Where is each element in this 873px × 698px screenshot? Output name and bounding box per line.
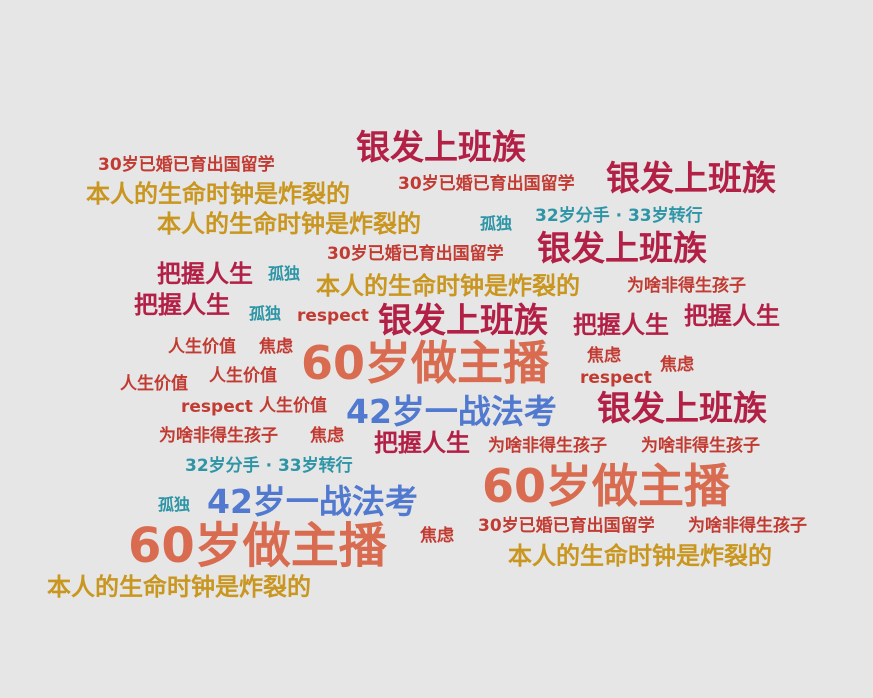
cloud-word-22: 焦虑 xyxy=(259,337,293,357)
cloud-word-43: 焦虑 xyxy=(420,526,454,546)
cloud-word-35: 把握人生 xyxy=(374,429,470,457)
cloud-word-24: 焦虑 xyxy=(587,346,621,366)
cloud-word-9: 30岁已婚已育出国留学 xyxy=(327,244,504,264)
cloud-word-44: 30岁已婚已育出国留学 xyxy=(478,516,655,536)
cloud-word-7: 孤独 xyxy=(480,214,513,233)
cloud-word-28: respect xyxy=(580,368,652,388)
cloud-word-11: 把握人生 xyxy=(157,260,253,288)
cloud-word-40: 孤独 xyxy=(158,495,191,514)
cloud-word-45: 为啥非得生孩子 xyxy=(688,516,807,536)
cloud-word-32: 银发上班族 xyxy=(597,389,767,429)
cloud-word-41: 42岁一战法考 xyxy=(207,482,418,521)
cloud-word-34: 焦虑 xyxy=(310,426,344,446)
cloud-word-2: 30岁已婚已育出国留学 xyxy=(98,155,275,175)
cloud-word-46: 本人的生命时钟是炸裂的 xyxy=(508,542,772,570)
cloud-word-38: 32岁分手 · 33岁转行 xyxy=(185,456,353,476)
cloud-word-37: 为啥非得生孩子 xyxy=(641,436,760,456)
cloud-word-13: 本人的生命时钟是炸裂的 xyxy=(316,272,580,300)
cloud-word-1: 银发上班族 xyxy=(356,128,526,168)
cloud-word-30: 人生价值 xyxy=(259,396,327,416)
cloud-word-27: 人生价值 xyxy=(209,366,277,386)
cloud-word-29: respect xyxy=(181,397,253,417)
cloud-word-18: 银发上班族 xyxy=(378,301,548,341)
cloud-word-4: 30岁已婚已育出国留学 xyxy=(398,174,575,194)
cloud-word-23: 60岁做主播 xyxy=(301,336,550,390)
cloud-word-17: respect xyxy=(297,306,369,326)
cloud-word-8: 32岁分手 · 33岁转行 xyxy=(535,206,703,226)
cloud-word-42: 60岁做主播 xyxy=(128,518,387,574)
cloud-word-15: 把握人生 xyxy=(134,291,230,319)
cloud-word-47: 本人的生命时钟是炸裂的 xyxy=(47,573,311,601)
cloud-word-39: 60岁做主播 xyxy=(482,459,731,513)
cloud-word-10: 银发上班族 xyxy=(537,229,707,269)
cloud-word-21: 人生价值 xyxy=(168,337,236,357)
cloud-word-14: 为啥非得生孩子 xyxy=(627,276,746,296)
cloud-word-19: 把握人生 xyxy=(573,311,669,339)
cloud-word-5: 银发上班族 xyxy=(606,159,776,199)
cloud-word-16: 孤独 xyxy=(249,304,282,323)
cloud-word-25: 焦虑 xyxy=(660,355,694,375)
cloud-word-26: 人生价值 xyxy=(120,374,188,394)
cloud-word-6: 本人的生命时钟是炸裂的 xyxy=(157,210,421,238)
cloud-word-31: 42岁一战法考 xyxy=(346,392,557,431)
cloud-word-36: 为啥非得生孩子 xyxy=(488,436,607,456)
cloud-word-20: 把握人生 xyxy=(684,302,780,330)
cloud-word-33: 为啥非得生孩子 xyxy=(159,426,278,446)
cloud-word-3: 本人的生命时钟是炸裂的 xyxy=(86,180,350,208)
cloud-word-12: 孤独 xyxy=(268,264,301,283)
